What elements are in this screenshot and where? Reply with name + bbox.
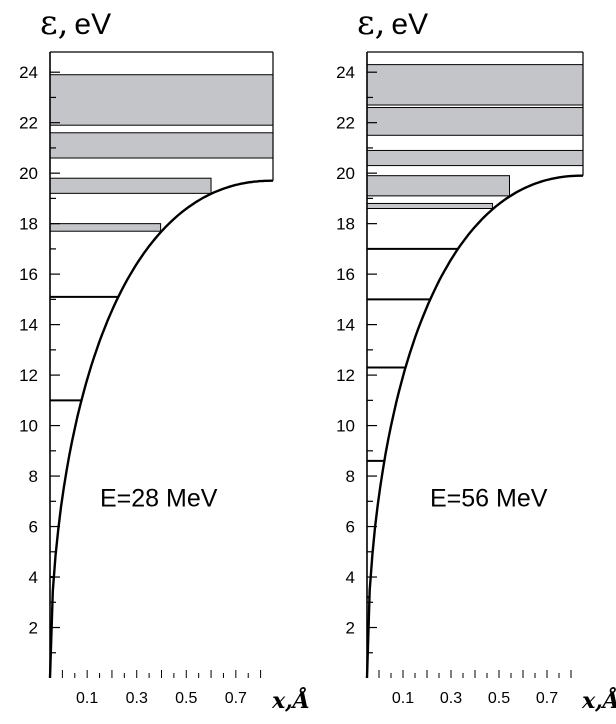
- x-tick-label-3: 0.5: [488, 690, 510, 707]
- energy-annotation: E=56 MeV: [430, 484, 548, 512]
- y-axis-label: ε, eV: [357, 3, 428, 43]
- y-tick-label-4: 4: [29, 568, 38, 587]
- y-tick-label-4: 4: [346, 568, 355, 587]
- x-tick-label-1: 0.1: [392, 690, 414, 707]
- y-tick-label-10: 10: [19, 417, 38, 436]
- band-4: [366, 107, 584, 136]
- y-tick-label-6: 6: [29, 518, 38, 537]
- y-tick-label-12: 12: [336, 366, 355, 385]
- y-tick-label-2: 2: [346, 619, 355, 638]
- y-axis-label-unit: eV: [391, 8, 428, 41]
- y-tick-label-16: 16: [336, 265, 355, 284]
- band-5: [366, 64, 584, 106]
- chart-panel-2: 246810121416182022240.10.30.50.7ε,eVx,ÅE…: [336, 3, 616, 714]
- band-4: [49, 74, 274, 126]
- y-tick-label-14: 14: [336, 316, 355, 335]
- y-tick-label-18: 18: [19, 215, 38, 234]
- band-2: [49, 177, 212, 194]
- y-tick-label-24: 24: [19, 63, 38, 82]
- y-tick-label-20: 20: [19, 164, 38, 183]
- x-axis-label: x,Å: [271, 687, 310, 714]
- y-tick-label-18: 18: [336, 215, 355, 234]
- y-tick-label-8: 8: [346, 467, 355, 486]
- band-1: [366, 202, 493, 210]
- y-tick-label-8: 8: [29, 467, 38, 486]
- y-tick-label-22: 22: [336, 114, 355, 133]
- y-axis-label-symbol: ε,: [40, 3, 68, 43]
- y-axis-label-symbol: ε,: [357, 3, 385, 43]
- potential-curve: [365, 174, 583, 679]
- band-3: [366, 149, 584, 167]
- potential-curve: [48, 179, 273, 679]
- y-tick-label-6: 6: [346, 518, 355, 537]
- y-tick-label-20: 20: [336, 164, 355, 183]
- x-tick-label-3: 0.5: [175, 690, 197, 707]
- energy-annotation: E=28 MeV: [100, 484, 218, 512]
- y-axis-label: ε, eV: [40, 3, 111, 43]
- x-tick-label-2: 0.3: [440, 690, 462, 707]
- y-tick-label-2: 2: [29, 619, 38, 638]
- y-tick-label-14: 14: [19, 316, 38, 335]
- x-tick-label-2: 0.3: [126, 690, 148, 707]
- x-tick-label-4: 0.7: [536, 690, 558, 707]
- x-tick-label-1: 0.1: [76, 690, 98, 707]
- y-tick-label-24: 24: [336, 63, 355, 82]
- x-axis-label: x,Å: [581, 687, 616, 714]
- band-1: [49, 223, 162, 232]
- y-tick-label-22: 22: [19, 114, 38, 133]
- y-tick-label-12: 12: [19, 366, 38, 385]
- x-tick-label-4: 0.7: [225, 690, 247, 707]
- y-tick-label-16: 16: [19, 265, 38, 284]
- y-tick-label-10: 10: [336, 417, 355, 436]
- band-2: [366, 175, 510, 197]
- y-axis-label-unit: eV: [74, 8, 111, 41]
- band-3: [49, 132, 274, 159]
